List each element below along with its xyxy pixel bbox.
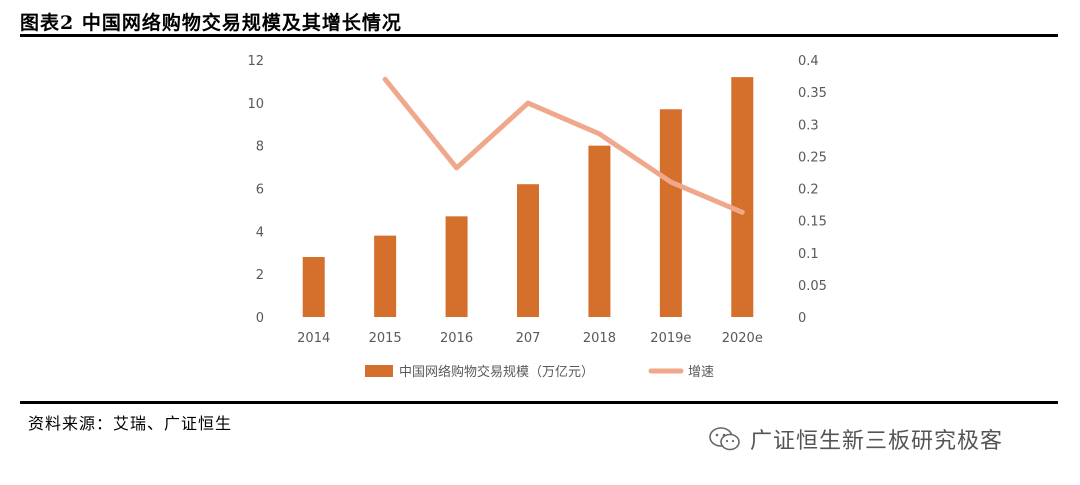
right-tick-label: 0.35: [798, 86, 827, 101]
watermark-text: 广证恒生新三板研究极客: [750, 429, 1004, 454]
wechat-icon: [709, 427, 740, 451]
x-tick-label: 207: [516, 331, 541, 346]
right-tick-label: 0.4: [798, 54, 819, 69]
right-tick-label: 0: [798, 311, 806, 326]
bottom-rule: [20, 401, 1058, 404]
legend-bar-label: 中国网络购物交易规模（万亿元）: [399, 364, 594, 380]
bar: [302, 257, 325, 317]
right-tick-label: 0.25: [798, 150, 827, 165]
left-tick-label: 10: [247, 97, 264, 112]
x-tick-label: 2020e: [722, 331, 763, 346]
left-tick-label: 0: [256, 311, 264, 326]
left-tick-label: 8: [256, 140, 264, 155]
bar: [445, 216, 468, 317]
left-axis-ticks: 0 2 4 6 8 10 12: [247, 54, 264, 326]
legend-line-label: 增速: [688, 365, 714, 380]
watermark: 广证恒生新三板研究极客: [708, 424, 1003, 454]
source-note: 资料来源：艾瑞、广证恒生: [28, 414, 233, 433]
legend: 中国网络购物交易规模（万亿元） 增速: [365, 364, 714, 380]
growth-line: [382, 76, 745, 215]
top-rule: [20, 34, 1058, 37]
bar: [659, 109, 682, 317]
bar: [588, 145, 611, 317]
x-tick-label: 2018: [583, 331, 616, 346]
right-tick-label: 0.05: [798, 279, 827, 294]
x-tick-label: 2019e: [650, 331, 691, 346]
left-tick-label: 4: [256, 225, 264, 240]
right-tick-label: 0.2: [798, 183, 819, 198]
x-tick-label: 2016: [440, 331, 473, 346]
bar: [731, 77, 754, 317]
x-tick-label: 2015: [369, 331, 402, 346]
figure-title: 图表2 中国网络购物交易规模及其增长情况: [20, 12, 402, 34]
x-axis-ticks: 2014 2015 2016 207 2018 2019e 2020e: [297, 331, 763, 346]
bar: [374, 235, 397, 317]
right-tick-label: 0.1: [798, 247, 819, 262]
growth-line-layer: [382, 76, 745, 215]
x-tick-label: 2014: [297, 331, 330, 346]
right-tick-label: 0.3: [798, 118, 819, 133]
bar: [517, 184, 539, 317]
left-tick-label: 12: [247, 54, 264, 69]
bars: [302, 77, 754, 317]
right-tick-label: 0.15: [798, 215, 827, 230]
left-tick-label: 6: [256, 183, 264, 198]
legend-bar-swatch: [365, 365, 393, 377]
right-axis-ticks: 0 0.05 0.1 0.15 0.2 0.25 0.3 0.35 0.4: [798, 54, 827, 326]
left-tick-label: 2: [256, 268, 264, 283]
